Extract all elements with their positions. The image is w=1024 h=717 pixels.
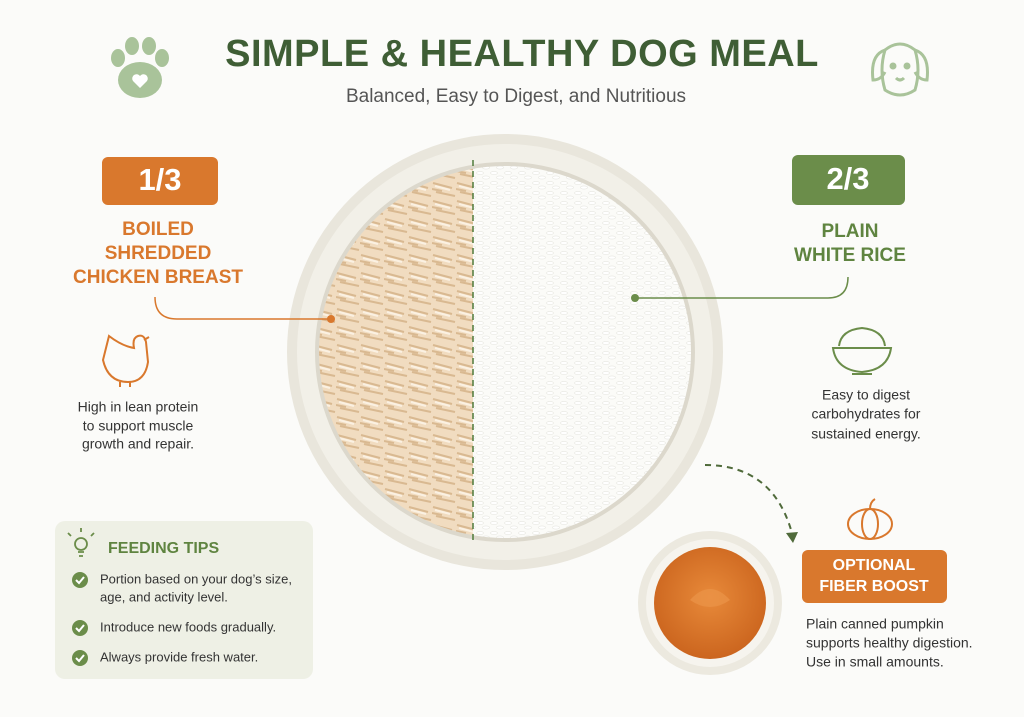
- tips-panel: [55, 521, 313, 679]
- tip: Portion based on your dog’s size,: [100, 571, 292, 586]
- optional-badge: [802, 550, 947, 603]
- label: CHICKEN BREAST: [73, 267, 243, 288]
- description: sustained energy.: [811, 426, 920, 442]
- label: BOILED: [122, 219, 194, 240]
- label: FIBER BOOST: [819, 578, 929, 595]
- pumpkin-icon: [847, 498, 893, 540]
- description: supports healthy digestion.: [806, 635, 973, 651]
- check: [72, 650, 88, 666]
- dog-icon: [871, 42, 929, 97]
- pointer: [636, 276, 849, 299]
- label: OPTIONAL: [833, 557, 916, 574]
- label: WHITE RICE: [794, 245, 906, 266]
- portion-badge: [792, 155, 905, 205]
- description: to support muscle: [83, 418, 194, 434]
- pointer-dot: [327, 315, 335, 323]
- rice-bowl-icon: [831, 326, 893, 375]
- portion: 1/3: [138, 162, 181, 197]
- tip: age, and activity level.: [100, 589, 228, 604]
- pointer-dot: [631, 294, 639, 302]
- arrow: [704, 464, 794, 538]
- description: Use in small amounts.: [806, 654, 944, 670]
- label: PLAIN: [822, 221, 879, 242]
- arrow-head: [786, 532, 798, 543]
- bulb-icon: [67, 528, 95, 557]
- paw-icon: [111, 37, 169, 98]
- tip: Always provide fresh water.: [100, 649, 258, 664]
- pumpkin-bowl: [638, 531, 782, 675]
- tip: Introduce new foods gradually.: [100, 619, 276, 634]
- check: [72, 572, 88, 588]
- label: SHREDDED: [105, 243, 212, 264]
- description: carbohydrates for: [812, 406, 921, 422]
- subtitle: Balanced, Easy to Digest, and Nutritious: [346, 86, 686, 107]
- portion-badge: [102, 157, 218, 205]
- portion: 2/3: [826, 161, 869, 196]
- tips-title: FEEDING TIPS: [108, 540, 219, 557]
- chicken-icon: [101, 334, 150, 387]
- check: [72, 620, 88, 636]
- title: SIMPLE & HEALTHY DOG MEAL: [225, 33, 819, 75]
- pointer: [154, 296, 330, 320]
- description: Plain canned pumpkin: [806, 616, 944, 632]
- description: High in lean protein: [78, 399, 199, 415]
- description: growth and repair.: [82, 436, 194, 452]
- description: Easy to digest: [822, 387, 910, 403]
- meal-bowl: [287, 134, 723, 570]
